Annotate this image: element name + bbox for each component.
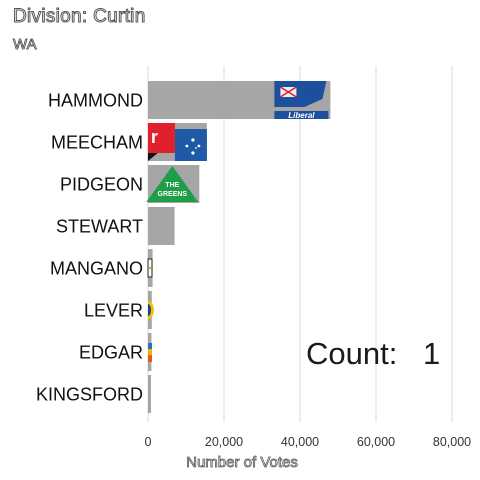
- x-tick-label: 20,000: [205, 435, 243, 449]
- edgar-logo: [148, 343, 152, 362]
- liberal-logo-text: Liberal: [288, 111, 315, 120]
- candidate-label: KINGSFORD: [36, 385, 143, 405]
- svg-text:r: r: [151, 127, 158, 147]
- candidate-label: LEVER: [84, 301, 143, 321]
- x-axis-ticks: 0 20,000 40,000 60,000 80,000: [145, 435, 472, 449]
- labor-logo: r: [147, 123, 207, 161]
- x-tick-label: 0: [145, 435, 152, 449]
- svg-text:GREENS: GREENS: [158, 191, 188, 198]
- greens-logo: THE GREENS: [146, 166, 199, 202]
- candidate-label: STEWART: [56, 217, 143, 237]
- candidate-label: EDGAR: [79, 343, 143, 363]
- candidate-label: MANGANO: [50, 259, 143, 279]
- x-tick-label: 40,000: [281, 435, 319, 449]
- x-tick-label: 80,000: [433, 435, 471, 449]
- bar-kingsford: [148, 375, 151, 413]
- candidate-label: HAMMOND: [48, 91, 143, 111]
- chart-title: Division: Curtin: [13, 6, 146, 28]
- candidate-labels: HAMMOND MEECHAM PIDGEON STEWART MANGANO LEVER…: [36, 91, 143, 405]
- count-value: 1: [423, 336, 440, 371]
- party-logos: Liberal r THE GREENS: [146, 81, 329, 362]
- x-tick-label: 60,000: [357, 435, 395, 449]
- liberal-logo: Liberal: [274, 81, 329, 120]
- candidate-label: PIDGEON: [60, 175, 143, 195]
- x-axis-label: Number of Votes: [186, 454, 298, 471]
- bar-stewart: [148, 207, 175, 245]
- svg-text:THE: THE: [165, 182, 179, 189]
- candidate-label: MEECHAM: [51, 133, 143, 153]
- lever-logo: [148, 301, 154, 319]
- mangano-logo: [147, 258, 153, 278]
- count-label: Count:: [306, 336, 397, 371]
- chart-subtitle: WA: [13, 36, 37, 54]
